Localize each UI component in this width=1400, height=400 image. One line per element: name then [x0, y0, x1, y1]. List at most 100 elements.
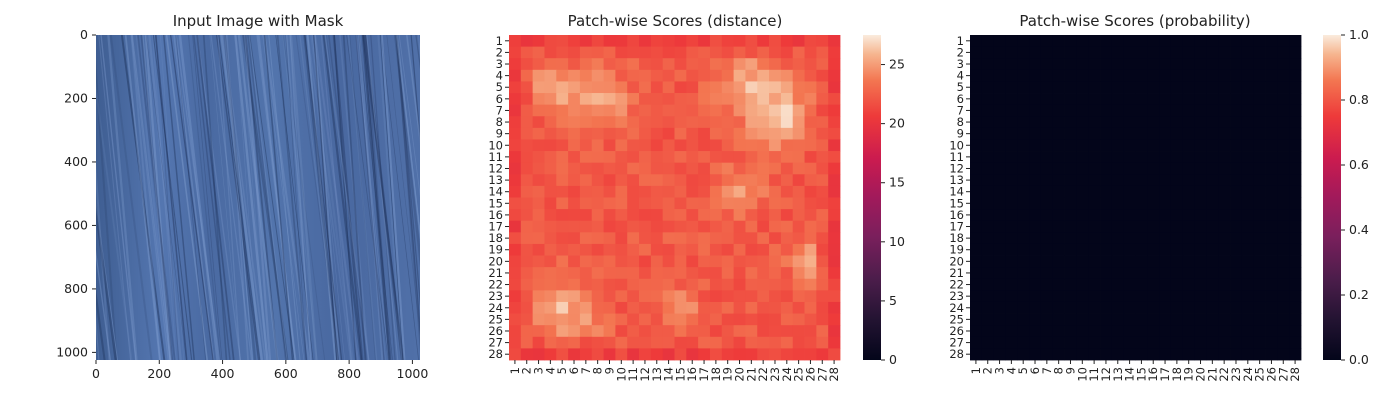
heatmap-cell	[1052, 162, 1065, 175]
heatmap-cell	[1005, 104, 1018, 117]
heatmap-cell	[721, 185, 735, 198]
heatmap-cell	[1230, 127, 1243, 140]
heatmap-cell	[509, 232, 522, 245]
heatmap-cell	[757, 243, 770, 256]
grain-streak	[144, 35, 173, 360]
heatmap-cell	[1159, 336, 1172, 349]
row-tick-label: 1	[496, 34, 503, 48]
col-tick-label: 4	[543, 367, 557, 374]
heatmap-cell	[686, 301, 699, 314]
grain-streak	[314, 35, 359, 360]
grain-streak	[313, 35, 338, 360]
col-tick-label: 26	[803, 367, 817, 382]
heatmap-cell	[745, 116, 758, 129]
col-tick-label: 22	[1217, 367, 1231, 382]
grain-streak	[304, 35, 343, 360]
heatmap-cell	[1064, 127, 1077, 140]
heatmap-cell	[603, 46, 616, 59]
heatmap-cell	[1277, 104, 1290, 117]
heatmap-cell	[1076, 243, 1089, 256]
heatmap-cell	[1159, 197, 1172, 210]
heatmap-cell	[993, 151, 1006, 164]
heatmap-cell	[1265, 301, 1278, 314]
heatmap-cell	[804, 174, 817, 187]
heatmap-cell	[709, 232, 723, 245]
heatmap-cell	[1289, 81, 1302, 94]
heatmap-cell	[1159, 151, 1172, 164]
heatmap-cell	[1147, 313, 1160, 326]
grain-streak	[96, 212, 116, 360]
grain-streak	[361, 35, 391, 360]
heatmap-cell	[1100, 209, 1113, 222]
heatmap-cell	[769, 290, 782, 303]
heatmap-cell	[970, 267, 983, 280]
heatmap-cell	[757, 93, 770, 106]
heatmap-cell	[532, 93, 545, 106]
heatmap-cell	[745, 151, 758, 164]
heatmap-cell	[804, 104, 817, 117]
heatmap-cell	[698, 35, 711, 48]
row-tick-label: 26	[949, 324, 964, 338]
heatmap-cell	[532, 69, 545, 82]
heatmap-cell	[981, 313, 995, 326]
grain-streak	[433, 35, 469, 360]
grain-streak	[58, 35, 81, 360]
heatmap-cell	[698, 81, 711, 94]
row-tick-label: 19	[949, 243, 964, 257]
heatmap-cell	[698, 220, 711, 233]
heatmap-cell	[674, 69, 687, 82]
heatmap-cell	[1241, 58, 1255, 71]
heatmap-cell	[627, 278, 640, 291]
heatmap-cell	[1029, 348, 1042, 361]
heatmap-cell	[1017, 301, 1030, 314]
heatmap-cell	[1017, 81, 1030, 94]
heatmap-cell	[615, 93, 628, 106]
heatmap-cell	[615, 81, 628, 94]
col-tick-label: 14	[662, 367, 676, 382]
row-tick-label: 5	[496, 80, 503, 94]
heatmap-cell	[1111, 325, 1125, 338]
heatmap-cell	[1289, 243, 1302, 256]
heatmap-cell	[603, 151, 616, 164]
heatmap-cell	[1029, 290, 1042, 303]
heatmap-cell	[568, 267, 581, 280]
heatmap-cell	[544, 69, 557, 82]
heatmap-cell	[1265, 243, 1278, 256]
heatmap-cell	[1241, 46, 1255, 59]
col-tick-label: 3	[993, 367, 1007, 374]
heatmap-cell	[828, 267, 841, 280]
heatmap-cell	[970, 197, 983, 210]
grain-streak	[395, 35, 420, 353]
heatmap-cell	[639, 197, 652, 210]
heatmap-cell	[745, 162, 758, 175]
wood-grain-texture	[58, 35, 469, 360]
heatmap-cell	[1159, 58, 1172, 71]
heatmap-cell	[1029, 174, 1042, 187]
heatmap-cell	[568, 336, 581, 349]
heatmap-cell	[1289, 255, 1302, 268]
heatmap-cell	[745, 325, 758, 338]
heatmap-cell	[627, 290, 640, 303]
heatmap-cell	[662, 139, 675, 152]
heatmap-cell	[674, 267, 687, 280]
heatmap-cell	[733, 278, 746, 291]
heatmap-cell	[792, 46, 805, 59]
heatmap-cell	[627, 336, 640, 349]
heatmap-cell	[1218, 255, 1231, 268]
heatmap-cell	[1182, 174, 1196, 187]
heatmap-cell	[1005, 243, 1018, 256]
heatmap-cell	[603, 290, 616, 303]
heatmap-cell	[1194, 139, 1207, 152]
heatmap-cell	[1064, 185, 1077, 198]
heatmap-cell	[745, 93, 758, 106]
heatmap-cell	[816, 325, 829, 338]
heatmap-cell	[1194, 301, 1207, 314]
heatmap-cell	[828, 290, 841, 303]
heatmap-cell	[1135, 162, 1148, 175]
heatmap-cell	[520, 267, 534, 280]
heatmap-cell	[1029, 35, 1042, 48]
heatmap-cell	[1111, 116, 1125, 129]
heatmap-cell	[993, 185, 1006, 198]
heatmap-cell	[1111, 139, 1125, 152]
